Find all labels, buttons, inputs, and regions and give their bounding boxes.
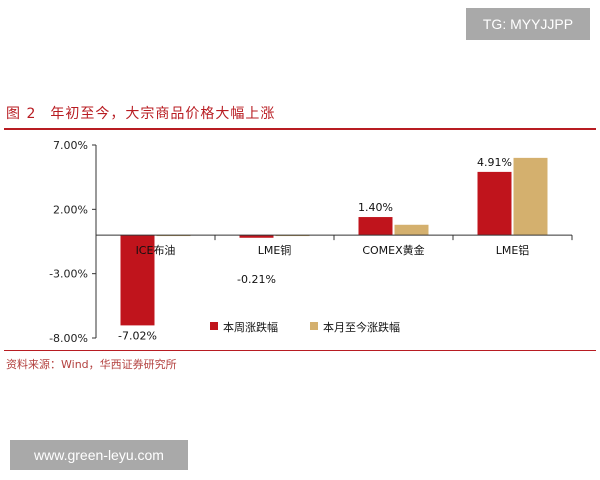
data-label: -7.02%: [118, 329, 157, 342]
y-tick-label: -3.00%: [49, 268, 88, 281]
category-label: LME铜: [258, 243, 292, 257]
watermark-bottom: www.green-leyu.com: [10, 440, 188, 470]
y-tick-label: -8.00%: [49, 332, 88, 345]
source-note: 资料来源：Wind，华西证券研究所: [6, 358, 177, 371]
data-label: 1.40%: [358, 201, 393, 214]
legend-label: 本月至今涨跌幅: [323, 320, 400, 334]
data-label: 4.91%: [477, 156, 512, 169]
legend-swatch: [310, 322, 318, 330]
figure-number: 图 2: [6, 106, 37, 122]
bar-series-1: [358, 217, 393, 236]
bar-series-1: [477, 171, 512, 236]
watermark-top: TG: MYYJJPP: [466, 8, 590, 40]
figure-title: 图 2 年初至今，大宗商品价格大幅上涨: [6, 103, 275, 123]
legend-swatch: [210, 322, 218, 330]
bar-series-2: [513, 157, 548, 236]
figure-title-text: 年初至今，大宗商品价格大幅上涨: [50, 106, 276, 122]
title-rule: [4, 128, 596, 130]
bar-series-2: [394, 224, 429, 236]
category-label: ICE布油: [136, 243, 176, 257]
category-label: COMEX黄金: [362, 243, 424, 257]
y-tick-label: 7.00%: [53, 139, 88, 152]
data-label: -0.21%: [237, 273, 276, 286]
bar-series-1: [120, 235, 155, 326]
y-tick-label: 2.00%: [53, 203, 88, 216]
category-label: LME铝: [496, 243, 530, 257]
bar-series-1: [239, 235, 274, 238]
legend-label: 本周涨跌幅: [223, 320, 278, 334]
source-rule: [4, 350, 596, 351]
